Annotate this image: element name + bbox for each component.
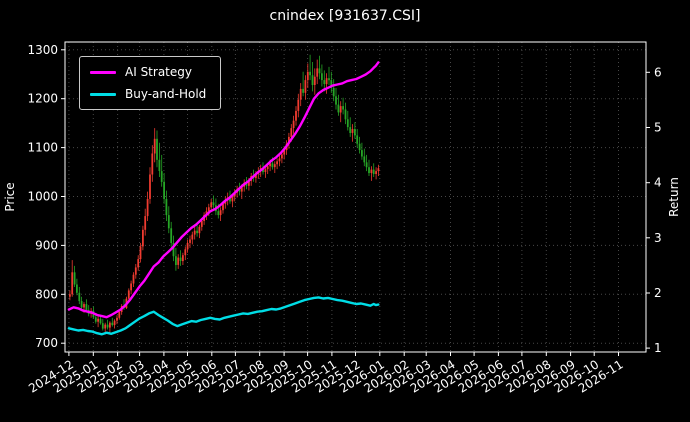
svg-text:5: 5: [654, 121, 662, 135]
legend-item-buy-and-hold: Buy-and-Hold: [90, 87, 206, 101]
chart-title: cnindex [931637.CSI]: [269, 8, 421, 24]
svg-text:1200: 1200: [27, 92, 58, 106]
svg-text:Price: Price: [3, 182, 17, 211]
svg-text:800: 800: [35, 287, 58, 301]
ai-strategy-line-swatch: [90, 70, 116, 74]
legend-label-ai-strategy: AI Strategy: [125, 65, 192, 79]
svg-text:1000: 1000: [27, 190, 58, 204]
svg-text:4: 4: [654, 176, 662, 190]
legend-label-buy-and-hold: Buy-and-Hold: [125, 87, 207, 101]
legend: AI Strategy Buy-and-Hold: [79, 56, 222, 110]
buy-and-hold-line-swatch: [90, 92, 116, 96]
svg-text:900: 900: [35, 238, 58, 252]
series-layer: [67, 61, 380, 336]
svg-text:6: 6: [654, 65, 662, 79]
svg-text:Return: Return: [667, 177, 681, 217]
legend-item-ai-strategy: AI Strategy: [90, 65, 206, 79]
svg-text:2: 2: [654, 286, 662, 300]
svg-text:3: 3: [654, 231, 662, 245]
svg-text:700: 700: [35, 336, 58, 350]
svg-text:1: 1: [654, 341, 662, 355]
svg-text:1100: 1100: [27, 141, 58, 155]
svg-text:1300: 1300: [27, 43, 58, 57]
grid-layer: [65, 42, 646, 352]
